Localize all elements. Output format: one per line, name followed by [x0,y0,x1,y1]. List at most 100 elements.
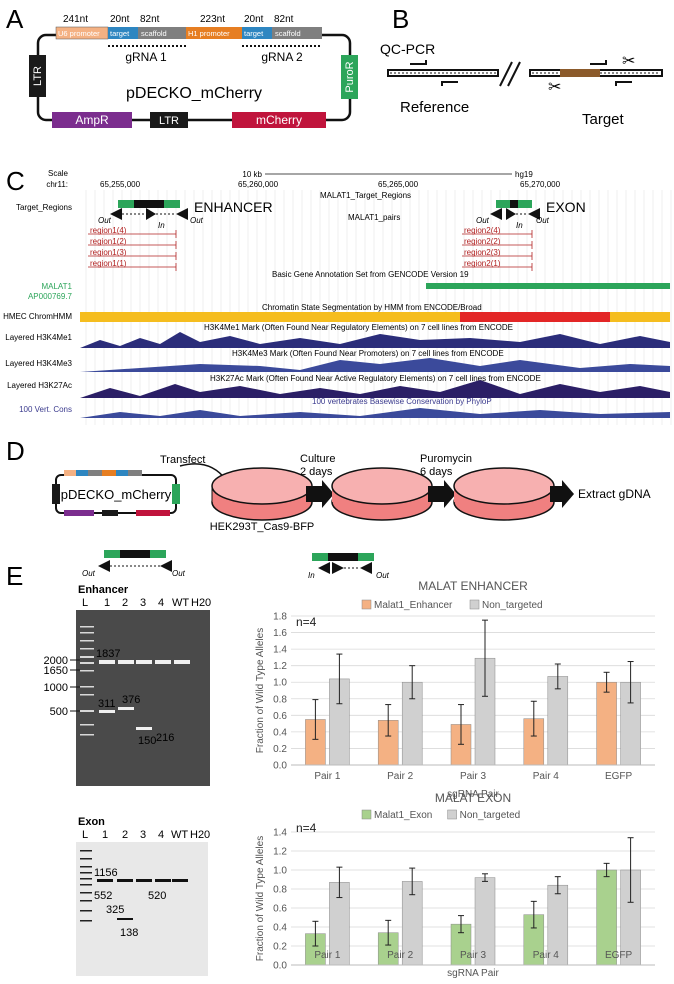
scaffold1-segment [138,27,186,39]
region-label: region2(2) [464,237,501,246]
y-tick-label: 0.4 [273,923,287,934]
length-label: 82nt [140,14,160,25]
legend-label: Non_targeted [482,600,543,611]
cells-label: HEK293T_Cas9-BFP [210,521,315,533]
y-tick-label: 1.0 [273,678,287,689]
grna1-label: gRNA 1 [125,50,167,64]
panel-letter-e: E [6,561,23,591]
lane-label: H20 [191,597,211,609]
panel-letter-a: A [6,4,24,34]
transfect-label: Transfect [160,454,205,466]
mini-segment [88,470,102,476]
length-label: 82nt [274,14,294,25]
h1-promoter-segment [186,27,242,39]
y-tick-label: 1.4 [273,645,287,656]
band-label: 1156 [94,867,118,879]
lane-label: 4 [158,597,164,609]
length-label: 20nt [110,14,130,25]
mini-segment [128,470,142,476]
target2-segment [242,27,272,39]
band-label: 325 [106,904,124,916]
band-label: 552 [94,890,112,902]
chromhmm-yellow [610,312,670,322]
puro-label: Puromycin [420,453,472,465]
ladder-bands [80,626,94,736]
exon-green-box [518,200,532,208]
lane-label: 1 [102,829,108,841]
out-label: Out [376,571,390,580]
h3k27ac-signal [80,380,670,398]
panel-a-plasmid: U6 promoter target scaffold H1 promoter … [29,14,358,128]
x-tick-label: Pair 3 [460,950,487,961]
marker-label: 2000 [44,655,68,667]
reference-label: Reference [400,99,469,116]
x-axis-label: sgRNA Pair [447,968,499,979]
y-tick-label: 0.2 [273,744,287,755]
mini-ltr [52,484,60,504]
mini-segment [76,470,88,476]
chromhmm-yellow [80,312,460,322]
x-tick-label: Pair 2 [387,950,414,961]
x-tick-label: Pair 4 [533,771,560,782]
length-label: 223nt [200,14,225,25]
gel-bands [97,879,188,920]
gel-image [76,842,208,976]
culture-dish [453,467,555,505]
y-tick-label: 1.2 [273,847,287,858]
band-label: 138 [120,927,138,939]
coord-label: 65,265,000 [378,180,419,189]
panel-d-workflow: pDECKO_mCherry Transfect HEK293T_Cas9-BF… [52,453,651,533]
marker-label: 500 [50,706,68,718]
malat1-gene [426,283,670,289]
segment-label: U6 promoter [58,29,100,38]
puro-days-label: 6 days [420,466,453,478]
marker-label: 1650 [44,665,68,677]
plasmid-name: pDECKO_mCherry [126,85,262,102]
coord-label: 65,255,000 [100,180,141,189]
x-axis-label: sgRNA Pair [447,789,499,800]
x-tick-label: Pair 2 [387,771,414,782]
enhancer-primer-diagram: Out Out [82,550,186,578]
chr-label: chr11: [46,180,68,189]
y-tick-label: 1.4 [273,828,287,839]
primer-arrow [146,208,156,220]
gel-title: Exon [78,816,105,828]
region-label: region2(1) [464,259,501,268]
length-label: 20nt [244,14,264,25]
chromhmm-title: Chromatin State Segmentation by HMM from… [262,303,482,312]
segment-label: target [110,29,130,38]
scale-label: Scale [48,169,69,178]
y-tick-label: 0.6 [273,904,287,915]
out-label: Out [536,216,550,225]
scale-value: 10 kb [242,170,262,179]
forward-primer-ref [410,60,427,65]
in-label: In [308,571,315,580]
chart-title: MALAT EXON [435,791,511,805]
lane-label: WT [172,597,189,609]
enhancer-green-box [164,200,180,208]
panel-letter-d: D [6,436,25,466]
lane-label: 1 [104,597,110,609]
y-axis-label: Fraction of Wild Type Alleles [255,628,266,753]
culture-label: Culture [300,453,335,465]
primer-arrow [528,208,540,220]
coord-label: 65,270,000 [520,180,561,189]
culture-days-label: 2 days [300,466,333,478]
ltr-bottom-segment [150,112,188,128]
target-label: Target [582,111,625,128]
lane-label: L [82,597,88,609]
pairs-label: MALAT1_pairs [348,213,400,222]
band-label: 520 [148,890,166,902]
arrow-right-icon [306,480,334,508]
primer-arrow [506,208,516,220]
chart-title: MALAT ENHANCER [418,579,528,593]
y-tick-label: 0.8 [273,885,287,896]
legend-label: Malat1_Enhancer [374,600,453,611]
scissors-icon: ✂ [622,53,635,70]
gencode-label: Basic Gene Annotation Set from GENCODE V… [272,270,469,279]
puror-segment [341,55,358,99]
out-label: Out [98,216,112,225]
target-region [560,69,600,77]
y-tick-label: 0.4 [273,727,287,738]
